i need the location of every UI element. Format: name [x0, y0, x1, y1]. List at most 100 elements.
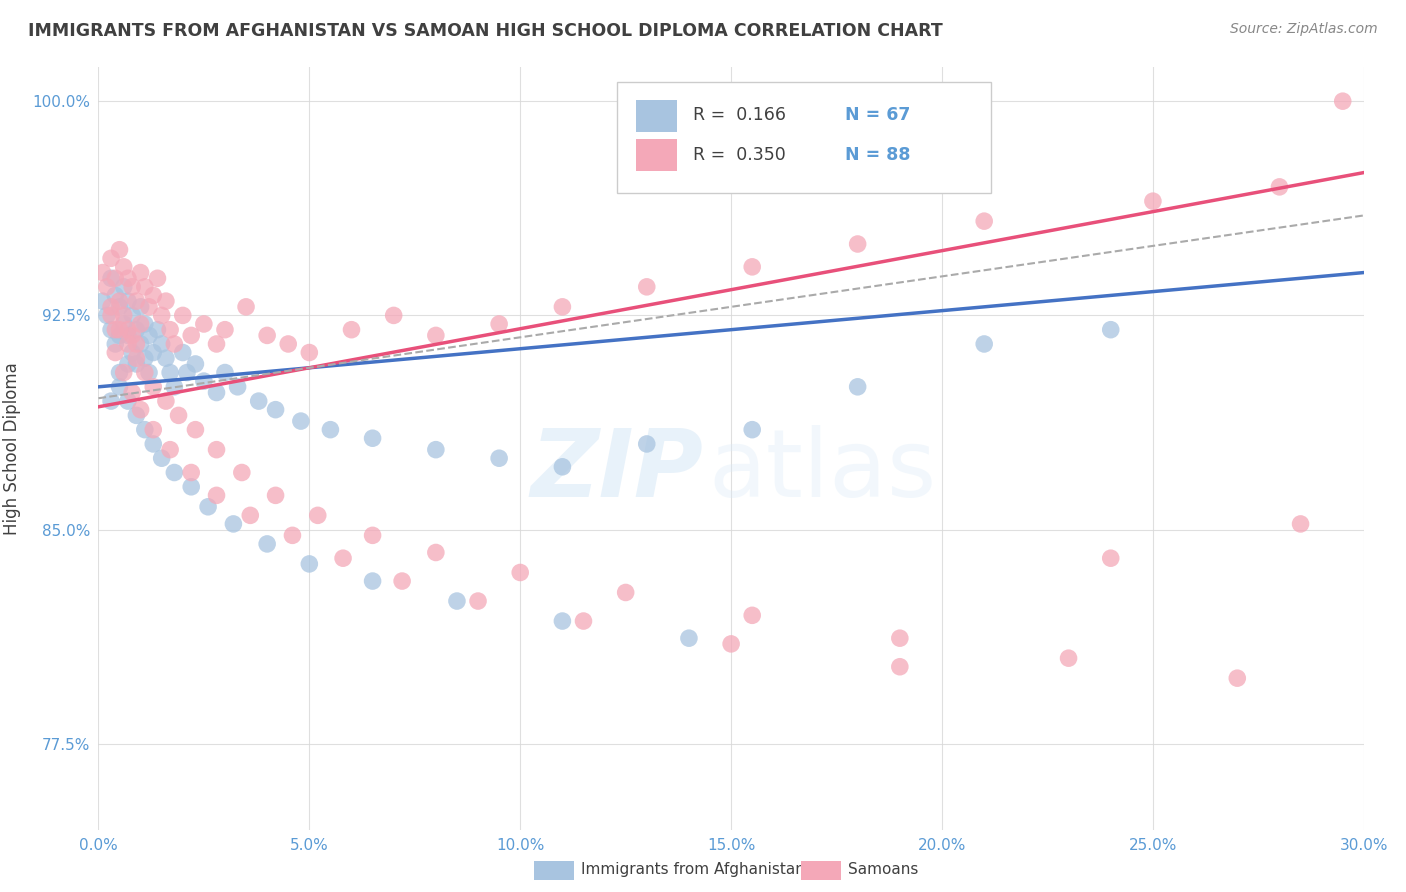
- Point: [180, 328, 202, 343]
- Point: [332, 551, 354, 566]
- Point: [163, 337, 186, 351]
- Point: [197, 500, 219, 514]
- Point: [96, 309, 118, 323]
- Point: [319, 423, 342, 437]
- Point: [205, 488, 228, 502]
- Point: [104, 337, 127, 351]
- Point: [277, 337, 299, 351]
- Point: [138, 328, 160, 343]
- Point: [741, 260, 763, 274]
- Point: [150, 309, 173, 323]
- Point: [129, 266, 152, 280]
- Point: [100, 271, 122, 285]
- Point: [125, 357, 148, 371]
- Point: [108, 300, 131, 314]
- Point: [572, 614, 595, 628]
- Point: [973, 337, 995, 351]
- Point: [1226, 671, 1249, 685]
- Point: [91, 294, 114, 309]
- Point: [973, 214, 995, 228]
- Point: [108, 323, 131, 337]
- Point: [205, 442, 228, 457]
- Point: [121, 309, 143, 323]
- Point: [167, 409, 190, 423]
- Point: [121, 345, 143, 359]
- Point: [180, 466, 202, 480]
- Point: [488, 317, 510, 331]
- Point: [1099, 551, 1122, 566]
- Point: [614, 585, 637, 599]
- Point: [176, 366, 198, 380]
- Point: [391, 574, 413, 588]
- Bar: [636, 100, 676, 132]
- Point: [117, 294, 139, 309]
- Point: [290, 414, 312, 428]
- Point: [100, 252, 122, 266]
- Text: atlas: atlas: [709, 425, 936, 517]
- Point: [138, 300, 160, 314]
- Point: [205, 385, 228, 400]
- Point: [112, 366, 135, 380]
- Point: [264, 488, 287, 502]
- Point: [125, 337, 148, 351]
- Point: [100, 300, 122, 314]
- Point: [112, 317, 135, 331]
- Point: [104, 271, 127, 285]
- FancyBboxPatch shape: [617, 82, 990, 193]
- Point: [159, 323, 181, 337]
- Point: [104, 345, 127, 359]
- Point: [117, 394, 139, 409]
- Point: [117, 337, 139, 351]
- Point: [361, 528, 384, 542]
- Bar: [636, 139, 676, 171]
- Text: ZIP: ZIP: [530, 425, 703, 517]
- Point: [193, 374, 215, 388]
- Point: [100, 323, 122, 337]
- Point: [155, 351, 177, 366]
- Point: [205, 337, 228, 351]
- Point: [551, 300, 574, 314]
- Point: [142, 345, 165, 359]
- Point: [298, 345, 321, 359]
- Point: [1331, 94, 1354, 108]
- Point: [425, 545, 447, 559]
- Point: [112, 280, 135, 294]
- Point: [125, 351, 148, 366]
- Point: [222, 516, 245, 531]
- Point: [184, 357, 207, 371]
- Point: [134, 317, 156, 331]
- Point: [193, 317, 215, 331]
- Point: [382, 309, 405, 323]
- Point: [235, 300, 257, 314]
- Point: [741, 423, 763, 437]
- Text: Samoans: Samoans: [848, 863, 918, 877]
- Point: [741, 608, 763, 623]
- Point: [121, 385, 143, 400]
- Point: [117, 328, 139, 343]
- Point: [307, 508, 329, 523]
- Point: [256, 328, 278, 343]
- Point: [551, 459, 574, 474]
- Point: [214, 323, 236, 337]
- Point: [247, 394, 270, 409]
- Point: [425, 328, 447, 343]
- Point: [142, 380, 165, 394]
- Point: [108, 328, 131, 343]
- Point: [129, 337, 152, 351]
- Point: [134, 366, 156, 380]
- Point: [1099, 323, 1122, 337]
- Text: N = 67: N = 67: [845, 106, 910, 124]
- Point: [155, 394, 177, 409]
- Point: [129, 317, 152, 331]
- Text: IMMIGRANTS FROM AFGHANISTAN VS SAMOAN HIGH SCHOOL DIPLOMA CORRELATION CHART: IMMIGRANTS FROM AFGHANISTAN VS SAMOAN HI…: [28, 22, 943, 40]
- Point: [117, 271, 139, 285]
- Point: [91, 266, 114, 280]
- Point: [117, 323, 139, 337]
- Point: [1268, 179, 1291, 194]
- Point: [509, 566, 531, 580]
- Point: [134, 351, 156, 366]
- Point: [112, 260, 135, 274]
- Point: [96, 280, 118, 294]
- Point: [889, 659, 911, 673]
- Y-axis label: High School Diploma: High School Diploma: [3, 362, 21, 534]
